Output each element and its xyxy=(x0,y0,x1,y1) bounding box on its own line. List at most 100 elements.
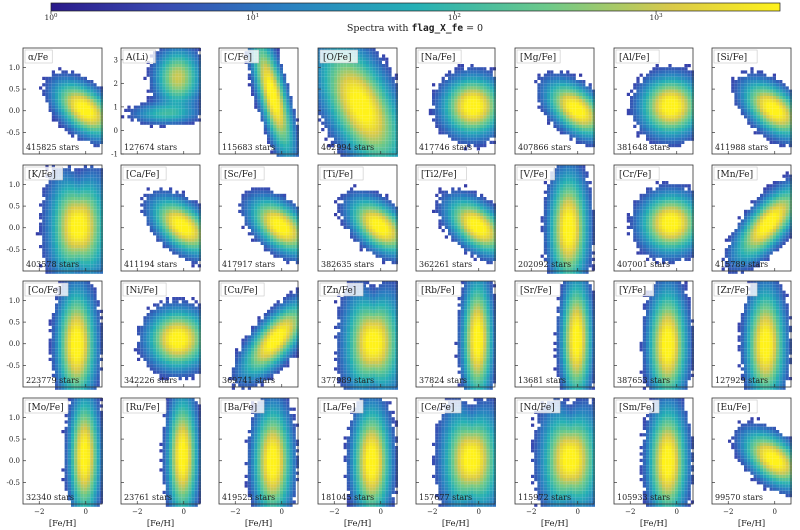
heatmap-cell xyxy=(444,128,448,132)
heatmap-cell xyxy=(385,147,389,151)
heatmap-cell xyxy=(80,270,84,274)
heatmap-cell xyxy=(674,124,678,128)
heatmap-cell xyxy=(289,232,293,236)
heatmap-cell xyxy=(267,229,271,233)
heatmap-cell xyxy=(51,70,55,74)
heatmap-cell xyxy=(489,89,493,93)
heatmap-cell xyxy=(83,200,87,204)
heatmap-cell xyxy=(492,83,496,87)
heatmap-cell xyxy=(146,96,150,100)
heatmap-cell xyxy=(292,153,296,157)
heatmap-cell xyxy=(492,124,496,128)
heatmap-cell xyxy=(188,115,192,119)
heatmap-cell xyxy=(591,115,595,119)
heatmap-cell xyxy=(77,121,81,125)
heatmap-cell xyxy=(74,251,78,255)
heatmap-cell xyxy=(378,83,382,87)
heatmap-cell xyxy=(191,70,195,74)
heatmap-cell xyxy=(674,108,678,112)
heatmap-cell xyxy=(140,102,144,106)
heatmap-cell xyxy=(83,213,87,217)
heatmap-cell xyxy=(87,232,91,236)
heatmap-cell xyxy=(665,102,669,106)
heatmap-cell xyxy=(263,102,267,106)
heatmap-cell xyxy=(273,118,277,122)
heatmap-cell xyxy=(257,92,261,96)
heatmap-cell xyxy=(779,80,783,84)
heatmap-cell xyxy=(585,105,589,109)
heatmap-cell xyxy=(71,190,75,194)
heatmap-cell xyxy=(74,124,78,128)
heatmap-cell xyxy=(87,80,91,84)
heatmap-cell xyxy=(547,105,551,109)
heatmap-cell xyxy=(476,105,480,109)
heatmap-cell xyxy=(489,131,493,135)
heatmap-cell xyxy=(77,168,81,172)
heatmap-cell xyxy=(454,89,458,93)
heatmap-cell xyxy=(492,76,496,80)
heatmap-cell xyxy=(451,99,455,103)
heatmap-cell xyxy=(90,261,94,265)
heatmap-cell xyxy=(191,238,195,242)
heatmap-cell xyxy=(665,67,669,71)
heatmap-cell xyxy=(185,60,189,64)
heatmap-cell xyxy=(127,115,131,119)
heatmap-cell xyxy=(579,102,583,106)
heatmap-cell xyxy=(67,187,71,191)
heatmap-cell xyxy=(169,99,173,103)
heatmap-cell xyxy=(169,203,173,207)
heatmap-cell xyxy=(639,89,643,93)
heatmap-cell xyxy=(483,70,487,74)
heatmap-cell xyxy=(483,96,487,100)
heatmap-cell xyxy=(181,200,185,204)
heatmap-cell xyxy=(251,187,255,191)
heatmap-cell xyxy=(35,232,39,236)
heatmap-cell xyxy=(273,216,277,220)
heatmap-cell xyxy=(369,76,373,80)
heatmap-cell xyxy=(579,137,583,141)
heatmap-cell xyxy=(372,131,376,135)
heatmap-cell xyxy=(356,131,360,135)
heatmap-cell xyxy=(292,232,296,236)
heatmap-cell xyxy=(550,96,554,100)
heatmap-cell xyxy=(639,121,643,125)
heatmap-cell xyxy=(671,112,675,116)
heatmap-cell xyxy=(476,92,480,96)
heatmap-cell xyxy=(181,99,185,103)
heatmap-cell xyxy=(690,105,694,109)
heatmap-cell xyxy=(175,51,179,55)
heatmap-cell xyxy=(244,219,248,223)
heatmap-cell xyxy=(194,225,198,229)
heatmap-cell xyxy=(385,80,389,84)
heatmap-cell xyxy=(194,248,198,252)
heatmap-cell xyxy=(483,105,487,109)
heatmap-cell xyxy=(655,96,659,100)
heatmap-cell xyxy=(188,241,192,245)
heatmap-cell xyxy=(67,232,71,236)
heatmap-cell xyxy=(579,89,583,93)
panel-heatmap xyxy=(731,67,792,148)
heatmap-cell xyxy=(550,80,554,84)
heatmap-cell xyxy=(99,92,103,96)
heatmap-cell xyxy=(547,118,551,122)
heatmap-cell xyxy=(750,96,754,100)
heatmap-cell xyxy=(476,96,480,100)
heatmap-cell xyxy=(559,115,563,119)
heatmap-cell xyxy=(569,128,573,132)
heatmap-cell xyxy=(467,124,471,128)
heatmap-cell xyxy=(438,131,442,135)
heatmap-cell xyxy=(149,193,153,197)
heatmap-cell xyxy=(254,206,258,210)
heatmap-cell xyxy=(283,209,287,213)
heatmap-cell xyxy=(737,83,741,87)
heatmap-cell xyxy=(83,124,87,128)
heatmap-cell xyxy=(356,89,360,93)
heatmap-cell xyxy=(289,121,293,125)
heatmap-cell xyxy=(51,257,55,261)
heatmap-cell xyxy=(658,89,662,93)
heatmap-cell xyxy=(353,213,357,217)
heatmap-cell xyxy=(588,83,592,87)
heatmap-cell xyxy=(591,140,595,144)
heatmap-cell xyxy=(566,112,570,116)
heatmap-cell xyxy=(292,209,296,213)
